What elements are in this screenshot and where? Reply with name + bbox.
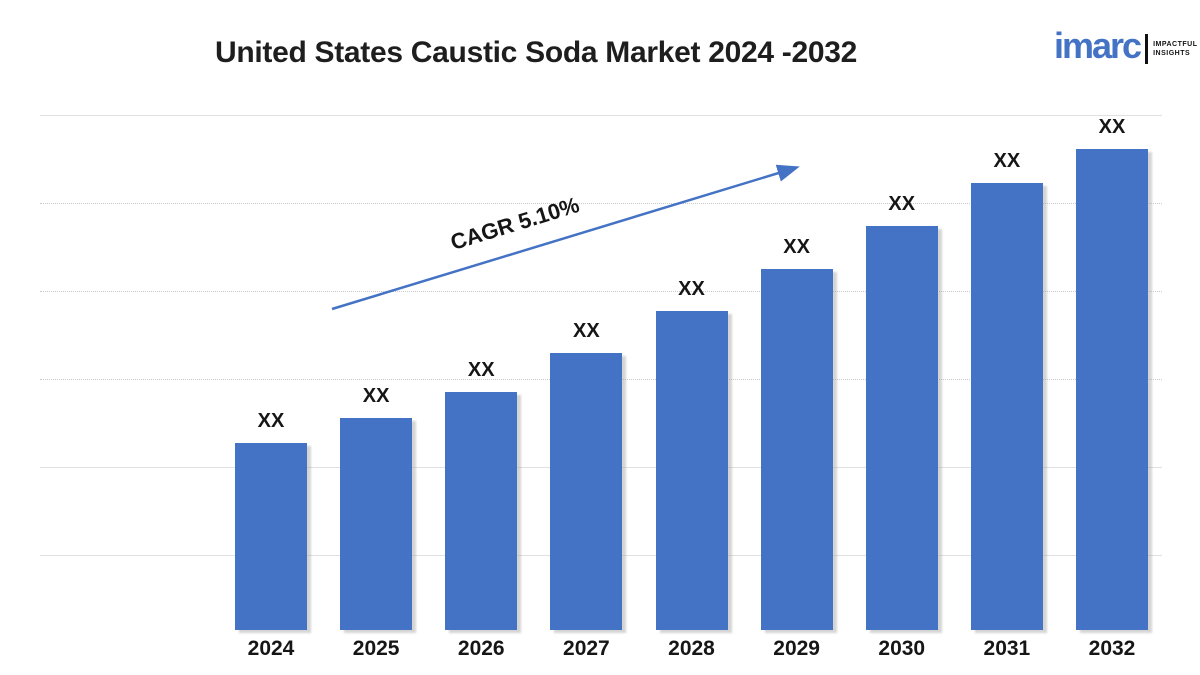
bar-value-label: XX — [257, 410, 285, 432]
bar-2029 — [760, 269, 833, 630]
bar-value-label: XX — [467, 359, 495, 381]
imarc-logo-text: imarc — [1054, 25, 1142, 66]
x-axis-label: 2028 — [668, 637, 715, 660]
bar-2025 — [340, 418, 413, 630]
logo-divider — [1145, 34, 1149, 64]
logo-tagline-line2: INSIGHTS — [1153, 50, 1191, 57]
bar-2030 — [865, 226, 938, 630]
logo-tagline: IMPACTFUL INSIGHTS — [1153, 40, 1197, 58]
x-axis-label: 2029 — [773, 637, 820, 660]
bar-value-label: XX — [1098, 116, 1126, 138]
x-axis-label: 2027 — [563, 637, 610, 660]
chart-title: United States Caustic Soda Market 2024 -… — [214, 36, 858, 69]
x-axis-label: 2024 — [247, 637, 295, 660]
x-axis-label: 2025 — [352, 637, 400, 660]
bar-value-label: XX — [888, 193, 916, 215]
gridline — [40, 115, 1162, 116]
x-axis-label: 2030 — [878, 637, 926, 660]
imarc-logo: imarc IMPACTFUL INSIGHTS — [1054, 26, 1198, 66]
bar-value-label: XX — [573, 320, 600, 342]
x-axis-label: 2031 — [983, 637, 1031, 660]
bar-value-label: XX — [993, 150, 1021, 172]
bar-2031 — [970, 183, 1043, 630]
x-axis-label: 2032 — [1088, 637, 1136, 660]
bar-value-label: XX — [783, 236, 810, 258]
logo-tagline-line1: IMPACTFUL — [1153, 41, 1198, 48]
bar-2028 — [655, 311, 728, 630]
bar-value-label: XX — [678, 278, 705, 300]
bar-2032 — [1076, 149, 1148, 630]
x-axis-label: 2026 — [457, 637, 505, 660]
bar-value-label: XX — [362, 385, 390, 407]
bar-2027 — [550, 353, 623, 630]
bar-2026 — [445, 392, 518, 630]
bar-2024 — [235, 443, 307, 630]
